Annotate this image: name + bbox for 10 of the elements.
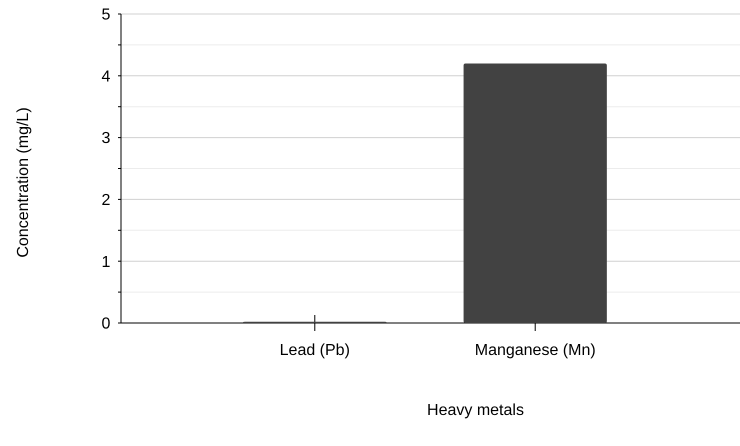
x-axis-title: Heavy metals (427, 402, 524, 419)
y-tick-label: 4 (102, 68, 111, 86)
x-tick-label: Lead (Pb) (280, 342, 350, 359)
x-tick-label: Manganese (Mn) (474, 342, 596, 359)
y-tick-label: 1 (102, 254, 111, 271)
y-axis-title: Concentration (mg/L) (15, 107, 32, 258)
y-tick-label: 5 (102, 6, 111, 24)
y-tick-label: 2 (102, 192, 111, 209)
y-tick-label: 3 (102, 130, 111, 148)
y-tick-label: 0 (102, 316, 111, 333)
